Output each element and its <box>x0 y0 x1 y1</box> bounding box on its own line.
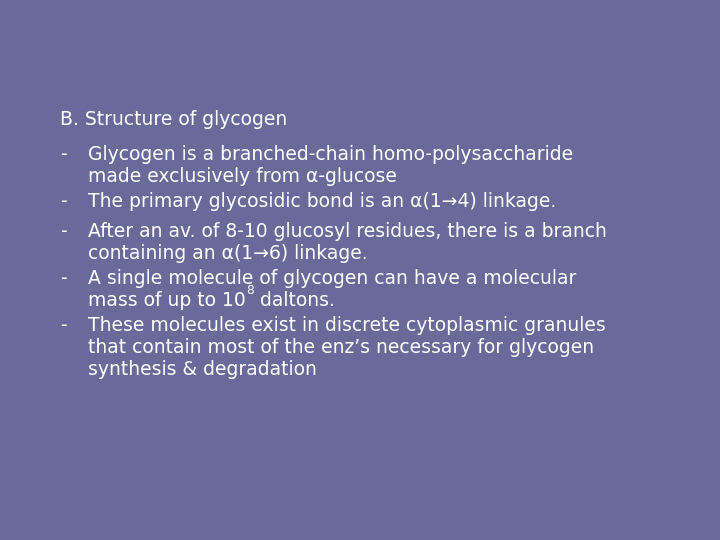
Text: containing an α(1→6) linkage.: containing an α(1→6) linkage. <box>88 244 368 263</box>
Text: that contain most of the enz’s necessary for glycogen: that contain most of the enz’s necessary… <box>88 338 594 357</box>
Text: mass of up to 10: mass of up to 10 <box>88 291 246 310</box>
Text: synthesis & degradation: synthesis & degradation <box>88 360 317 379</box>
Text: made exclusively from α-glucose: made exclusively from α-glucose <box>88 167 397 186</box>
Text: -: - <box>60 145 67 164</box>
Text: -: - <box>60 222 67 241</box>
Text: 8: 8 <box>246 284 253 297</box>
Text: Glycogen is a branched-chain homo-polysaccharide: Glycogen is a branched-chain homo-polysa… <box>88 145 573 164</box>
Text: -: - <box>60 192 67 211</box>
Text: daltons.: daltons. <box>253 291 335 310</box>
Text: The primary glycosidic bond is an α(1→4) linkage.: The primary glycosidic bond is an α(1→4)… <box>88 192 557 211</box>
Text: B. Structure of glycogen: B. Structure of glycogen <box>60 110 287 129</box>
Text: These molecules exist in discrete cytoplasmic granules: These molecules exist in discrete cytopl… <box>88 316 606 335</box>
Text: A single molecule of glycogen can have a molecular: A single molecule of glycogen can have a… <box>88 269 577 288</box>
Text: -: - <box>60 316 67 335</box>
Text: After an av. of 8-10 glucosyl residues, there is a branch: After an av. of 8-10 glucosyl residues, … <box>88 222 607 241</box>
Text: -: - <box>60 269 67 288</box>
